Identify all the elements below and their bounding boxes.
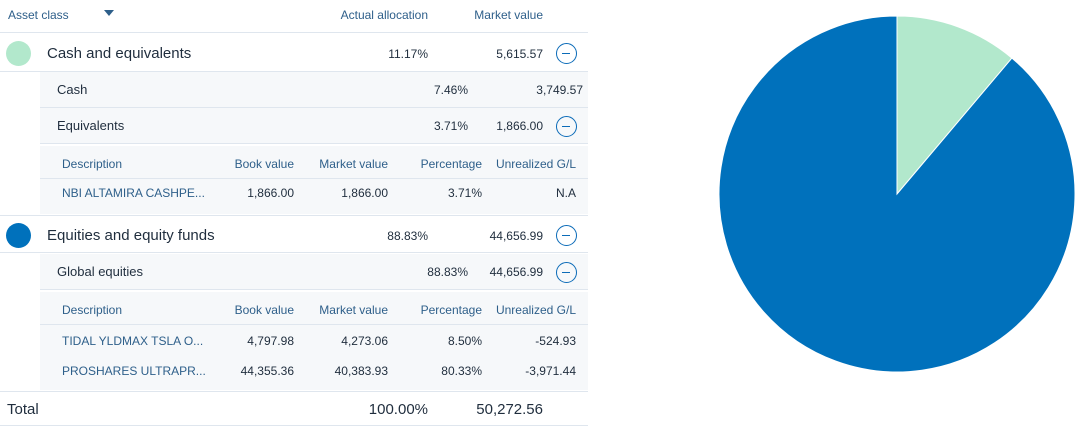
percentage: 80.33% (441, 364, 482, 378)
column-header-unrealized-gl: Unrealized G/L (495, 157, 576, 171)
subclass-name: Equivalents (57, 118, 125, 133)
pie-slice-1[interactable] (718, 15, 1076, 373)
holding-description-link[interactable]: NBI ALTAMIRA CASHPE... (62, 186, 205, 200)
percentage: 8.50% (447, 334, 482, 348)
total-label: Total (7, 401, 39, 418)
pie-slice-0[interactable] (896, 15, 1013, 196)
allocation-value: 3.71% (433, 119, 468, 133)
allocation-value: 88.83% (387, 229, 428, 243)
book-value: 4,797.98 (247, 334, 294, 348)
column-header-percentage: Percentage (420, 303, 482, 317)
book-value: 44,355.36 (240, 364, 294, 378)
collapse-icon[interactable] (556, 43, 577, 64)
unrealized-gl: N.A (555, 186, 576, 200)
asset-class-dropdown[interactable]: Asset class (8, 8, 69, 22)
collapse-icon[interactable] (556, 262, 577, 283)
column-header-description: Description (62, 303, 123, 317)
subclass-name: Global equities (57, 264, 143, 279)
market-value: 1,866.00 (341, 186, 388, 200)
column-header-market-value: Market value (319, 303, 388, 317)
subclass-row: Cash 7.46% 3,749.57 (40, 72, 588, 108)
column-header-percentage: Percentage (420, 157, 482, 171)
collapse-icon[interactable] (556, 225, 577, 246)
allocation-value: 11.17% (388, 47, 428, 61)
holding-description-link[interactable]: PROSHARES ULTRAPR... (62, 364, 206, 378)
percentage: 3.71% (447, 186, 482, 200)
allocation-table: Asset class Actual allocation Market val… (0, 0, 588, 426)
holdings-detail-table: Description Book value Market value Perc… (40, 292, 588, 390)
subclass-name: Cash (57, 82, 88, 97)
table-header: Asset class Actual allocation Market val… (0, 0, 588, 33)
book-value: 1,866.00 (247, 186, 294, 200)
asset-class-name: Cash and equivalents (47, 45, 192, 62)
market-value: 44,656.99 (489, 265, 543, 279)
allocation-value: 88.83% (427, 265, 468, 279)
column-header-book-value: Book value (234, 157, 294, 171)
collapse-icon[interactable] (556, 116, 577, 137)
asset-class-row: Cash and equivalents 11.17% 5,615.57 (0, 34, 588, 72)
legend-dot (6, 223, 31, 248)
market-value: 3,749.57 (536, 83, 583, 97)
total-row: Total 100.00% 50,272.56 (0, 391, 588, 426)
market-value: 4,273.06 (341, 334, 388, 348)
column-header-description: Description (62, 157, 123, 171)
actual-allocation-header: Actual allocation (340, 8, 428, 22)
column-header-book-value: Book value (234, 303, 294, 317)
subclass-row: Global equities 88.83% 44,656.99 (40, 254, 588, 290)
asset-class-name: Equities and equity funds (47, 227, 215, 244)
market-value: 1,866.00 (496, 119, 543, 133)
allocation-value: 7.46% (433, 83, 468, 97)
market-value: 5,615.57 (496, 47, 543, 61)
caret-down-icon[interactable] (104, 10, 114, 16)
asset-class-row: Equities and equity funds 88.83% 44,656.… (0, 215, 588, 253)
column-header-market-value: Market value (319, 157, 388, 171)
market-value: 44,656.99 (489, 229, 543, 243)
holdings-detail-table: Description Book value Market value Perc… (40, 146, 588, 214)
allocation-pie-chart (718, 15, 1076, 373)
total-allocation: 100.00% (368, 401, 428, 418)
market-value-header: Market value (474, 8, 543, 22)
holding-description-link[interactable]: TIDAL YLDMAX TSLA O... (62, 334, 204, 348)
market-value: 40,383.93 (334, 364, 388, 378)
unrealized-gl: -3,971.44 (525, 364, 576, 378)
unrealized-gl: -524.93 (535, 334, 576, 348)
legend-dot (6, 41, 31, 66)
column-header-unrealized-gl: Unrealized G/L (495, 303, 576, 317)
subclass-row: Equivalents 3.71% 1,866.00 (40, 108, 588, 144)
total-market-value: 50,272.56 (476, 401, 543, 418)
